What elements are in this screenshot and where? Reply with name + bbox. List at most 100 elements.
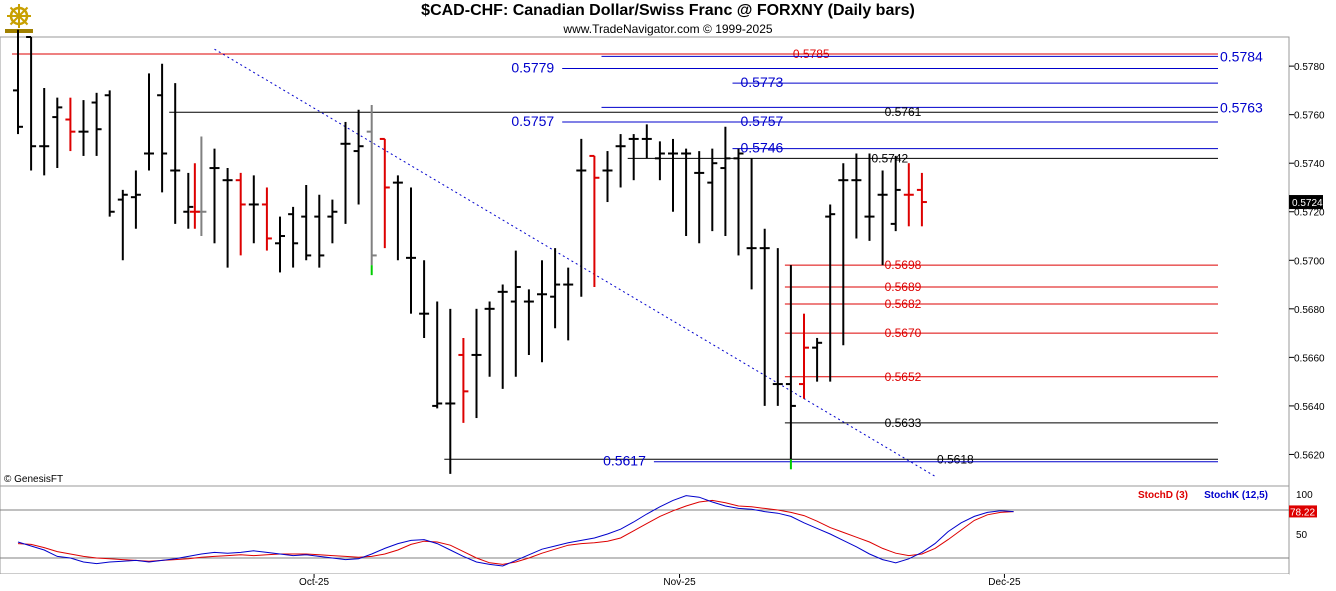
ohlc-bar [497, 284, 508, 389]
price-panel-border [0, 36, 1290, 487]
ohlc-bar [327, 199, 338, 244]
ohlc-bar [91, 92, 102, 156]
x-tick-label: Nov-25 [663, 577, 696, 588]
ohlc-bar [170, 83, 181, 224]
ohlc-bar [419, 260, 430, 338]
level-right-label: 0.5763 [1220, 99, 1263, 115]
ohlc-bar [550, 248, 561, 329]
legend-stochd: StochD (3) [1138, 490, 1188, 501]
ohlc-bar [13, 29, 23, 135]
stoch-series-line [17, 499, 1014, 565]
y-tick-label: 0.5760 [1294, 111, 1325, 122]
ohlc-bar [576, 138, 587, 297]
ohlc-bar [864, 153, 875, 241]
stoch-last-label: 78.22 [1290, 507, 1315, 518]
ohlc-bar [681, 148, 692, 237]
ohlc-bar [785, 265, 796, 460]
ohlc-bar [183, 172, 194, 229]
ohlc-bar [406, 187, 416, 314]
level-right-label: 0.5784 [1220, 48, 1263, 64]
ohlc-bar [668, 138, 678, 212]
y-tick-label: 0.5720 [1294, 208, 1325, 219]
ohlc-bar [851, 153, 862, 239]
level-label: 0.5652 [885, 370, 922, 384]
last-price-box [1289, 195, 1323, 210]
ohlc-bar [288, 206, 299, 268]
ohlc-bar [903, 163, 914, 227]
level-label: 0.5682 [885, 297, 922, 311]
ohlc-bar [26, 36, 37, 171]
stoch-series-line [17, 495, 1014, 567]
y-tick-label: 0.5740 [1294, 159, 1325, 170]
ohlc-bar [39, 87, 50, 176]
level-label: 0.5785 [793, 47, 830, 61]
legend-stochk: StochK (12,5) [1204, 490, 1268, 501]
stoch-tick-label: 50 [1296, 530, 1308, 541]
ohlc-bar [248, 175, 259, 244]
ohlc-bar [209, 148, 220, 244]
y-tick-label: 0.5780 [1294, 62, 1325, 73]
ohlc-bar [916, 172, 927, 227]
level-label: 0.5779 [511, 60, 554, 76]
ohlc-bar [157, 63, 168, 193]
level-label: 0.5761 [885, 105, 922, 119]
ohlc-bar [65, 97, 76, 152]
ohlc-bar [379, 137, 390, 249]
ohlc-bar [189, 163, 200, 229]
level-label: 0.5757 [511, 113, 554, 129]
ohlc-bar [301, 185, 312, 261]
ohlc-bar [104, 90, 115, 217]
last-price-label: 0.5724 [1292, 198, 1323, 209]
ohlc-bar [458, 337, 469, 423]
ohlc-bar [484, 301, 495, 377]
ohlc-bar [720, 126, 731, 237]
level-label: 0.5670 [885, 326, 922, 340]
ohlc-bar [759, 228, 770, 406]
ohlc-bar [117, 189, 128, 261]
ohlc-bar [366, 104, 377, 266]
ohlc-bar [235, 172, 246, 256]
chart-subtitle: www.TradeNavigator.com © 1999-2025 [563, 22, 773, 36]
ohlc-bar [694, 151, 705, 244]
ohlc-bar [799, 313, 809, 399]
ohlc-bar [222, 168, 233, 268]
ohlc-bar [641, 124, 652, 159]
level-label: 0.5618 [937, 452, 974, 466]
trend-line [214, 48, 936, 477]
level-label: 0.5617 [603, 453, 646, 469]
ohlc-bar [432, 301, 443, 409]
ohlc-bar [733, 148, 744, 256]
level-label: 0.5773 [741, 74, 784, 90]
ohlc-bar [445, 308, 456, 474]
stoch-tick-label: 100 [1296, 490, 1313, 501]
ohlc-bar [144, 73, 154, 171]
chart-title: $CAD-CHF: Canadian Dollar/Swiss Franc @ … [421, 2, 915, 19]
ohlc-bar [471, 308, 482, 419]
ohlc-bar [628, 134, 639, 181]
stoch-last-box [1289, 505, 1317, 518]
level-label: 0.5698 [885, 258, 922, 272]
y-tick-label: 0.5640 [1294, 402, 1325, 413]
ohlc-bar [654, 141, 665, 181]
level-label: 0.5633 [885, 416, 922, 430]
ohlc-bar [537, 260, 547, 363]
ohlc-bar [602, 151, 613, 203]
time-axis-strip [0, 574, 1289, 591]
ohlc-bar [812, 337, 823, 382]
ohlc-bar [523, 289, 534, 355]
stoch-panel-border [0, 485, 1290, 575]
ohlc-bar [825, 204, 836, 382]
ohlc-bar [78, 100, 89, 156]
ohlc-bar [314, 194, 325, 268]
ohlc-bar [589, 154, 600, 287]
genesis-credit: © GenesisFT [4, 474, 64, 485]
ohlc-bar [877, 170, 888, 266]
ohlc-bar [615, 134, 626, 188]
y-tick-label: 0.5620 [1294, 450, 1325, 461]
level-label: 0.5746 [741, 140, 784, 156]
ohlc-bar [261, 187, 272, 251]
ohlc-bar [772, 248, 783, 406]
x-tick-label: Dec-25 [988, 577, 1021, 588]
level-label: 0.5689 [885, 280, 922, 294]
